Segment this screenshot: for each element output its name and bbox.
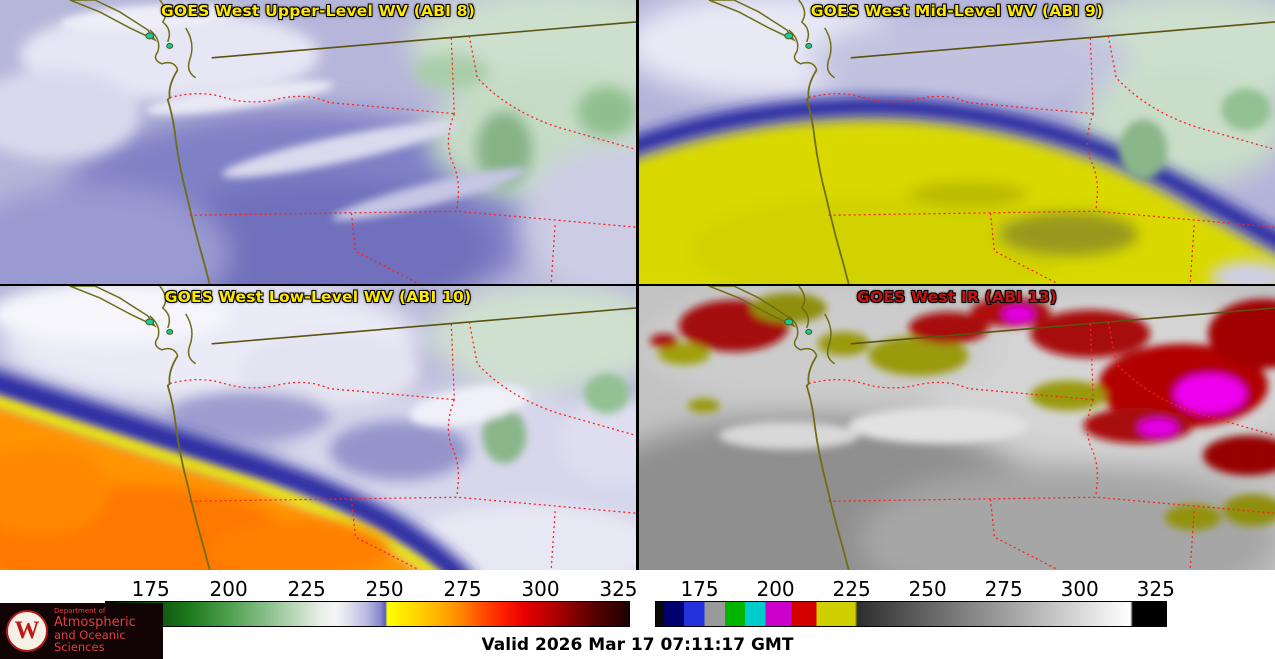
tick-label: 250 xyxy=(908,577,947,601)
panel-low-level-wv: GOES West Low-Level WV (ABI 10) xyxy=(0,286,636,570)
panel-mid-level-wv: GOES West Mid-Level WV (ABI 9) xyxy=(639,0,1275,284)
tick-label: 300 xyxy=(521,577,560,601)
logo-line-1: Atmospheric xyxy=(54,614,136,630)
colorbar-wv-gradient xyxy=(105,601,630,627)
satellite-image-abi10 xyxy=(0,286,636,570)
colorbar-ir: 175 200 225 250 275 300 325 xyxy=(655,575,1175,627)
uw-crest-icon: W xyxy=(6,610,48,652)
tick-label: 275 xyxy=(443,577,482,601)
uw-crest-letter: W xyxy=(14,617,40,644)
aos-department-logo: W Department of Atmospheric and Oceanic … xyxy=(0,603,163,659)
valid-timestamp: Valid 2026 Mar 17 07:11:17 GMT xyxy=(481,635,794,655)
panel-title-abi10: GOES West Low-Level WV (ABI 10) xyxy=(164,288,472,306)
tick-label: 275 xyxy=(984,577,1023,601)
tick-label: 325 xyxy=(599,577,638,601)
tick-label: 225 xyxy=(832,577,871,601)
tick-label: 175 xyxy=(131,577,170,601)
tick-label: 175 xyxy=(680,577,719,601)
panel-title-abi8: GOES West Upper-Level WV (ABI 8) xyxy=(160,2,476,20)
satellite-image-abi9 xyxy=(639,0,1275,284)
tick-label: 325 xyxy=(1136,577,1175,601)
tick-label: 250 xyxy=(365,577,404,601)
tick-label: 225 xyxy=(287,577,326,601)
logo-dept-line: Department of xyxy=(54,607,106,616)
satellite-grid: GOES West Upper-Level WV (ABI 8) xyxy=(0,0,1275,570)
footer: 175 200 225 250 275 300 325 175 200 225 … xyxy=(0,570,1275,659)
colorbar-wv: 175 200 225 250 275 300 325 xyxy=(105,575,638,627)
panel-ir: GOES West IR (ABI 13) xyxy=(639,286,1275,570)
panel-title-abi9: GOES West Mid-Level WV (ABI 9) xyxy=(810,2,1104,20)
satellite-image-abi8 xyxy=(0,0,636,284)
logo-text: Department of Atmospheric and Oceanic Sc… xyxy=(54,607,157,655)
panel-title-abi13: GOES West IR (ABI 13) xyxy=(856,288,1058,306)
tick-label: 200 xyxy=(209,577,248,601)
colorbar-wv-ticks: 175 200 225 250 275 300 325 xyxy=(105,575,638,601)
logo-line-2: and Oceanic Sciences xyxy=(54,628,126,655)
colorbar-ir-gradient xyxy=(655,601,1167,627)
satellite-image-abi13 xyxy=(639,286,1275,570)
tick-label: 300 xyxy=(1060,577,1099,601)
panel-upper-level-wv: GOES West Upper-Level WV (ABI 8) xyxy=(0,0,636,284)
colorbar-ir-ticks: 175 200 225 250 275 300 325 xyxy=(655,575,1174,601)
tick-label: 200 xyxy=(756,577,795,601)
